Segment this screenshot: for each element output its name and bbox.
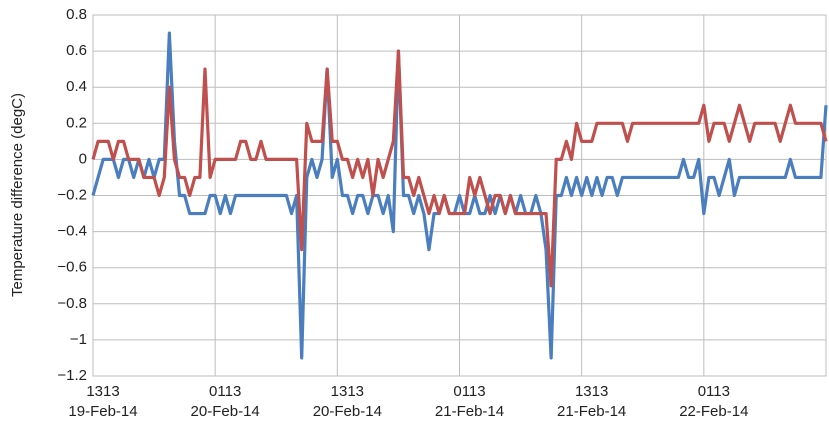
x-tick-label-line: 19-Feb-14: [68, 403, 137, 420]
y-tick-label: −1.2: [57, 367, 87, 384]
y-tick-label: −0.4: [57, 223, 87, 240]
y-axis-title: Temperature difference (degC): [9, 93, 26, 297]
x-tick-label-line: 1313: [331, 383, 364, 400]
x-tick-label-line: 1313: [575, 383, 608, 400]
y-tick-label: −0.6: [57, 259, 87, 276]
x-tick-label: 0113 21-Feb-14: [435, 383, 504, 420]
y-tick-label: −0.2: [57, 186, 87, 203]
x-tick-label: 1313 20-Feb-14: [313, 383, 382, 420]
y-tick-label: −1: [70, 331, 87, 348]
x-tick-label: 1313 21-Feb-14: [557, 383, 626, 420]
x-tick-label-line: 20-Feb-14: [191, 403, 260, 420]
x-tick-label: 0113 20-Feb-14: [191, 383, 260, 420]
x-tick-label: 1313 19-Feb-14: [68, 383, 137, 420]
data-line: [91, 31, 828, 360]
x-tick-label-line: 20-Feb-14: [313, 403, 382, 420]
x-tick-label-line: 0113: [698, 383, 730, 400]
y-tick-label: 0.6: [66, 42, 87, 59]
y-tick-label: 0.4: [66, 78, 87, 95]
x-tick-label-line: 1313: [86, 383, 119, 400]
y-tick-label: 0: [79, 150, 87, 167]
x-tick-label-line: 21-Feb-14: [557, 403, 626, 420]
x-tick-label-line: 0113: [453, 383, 485, 400]
x-tick-label-line: 0113: [209, 383, 241, 400]
data-line: [91, 49, 828, 288]
y-tick-label: 0.8: [66, 6, 87, 23]
x-tick-label-line: 21-Feb-14: [435, 403, 504, 420]
x-tick-label-line: 22-Feb-14: [679, 403, 748, 420]
y-tick-label: 0.2: [66, 114, 87, 131]
y-tick-label: −0.8: [57, 295, 87, 312]
x-tick-label: 0113 22-Feb-14: [679, 383, 748, 420]
